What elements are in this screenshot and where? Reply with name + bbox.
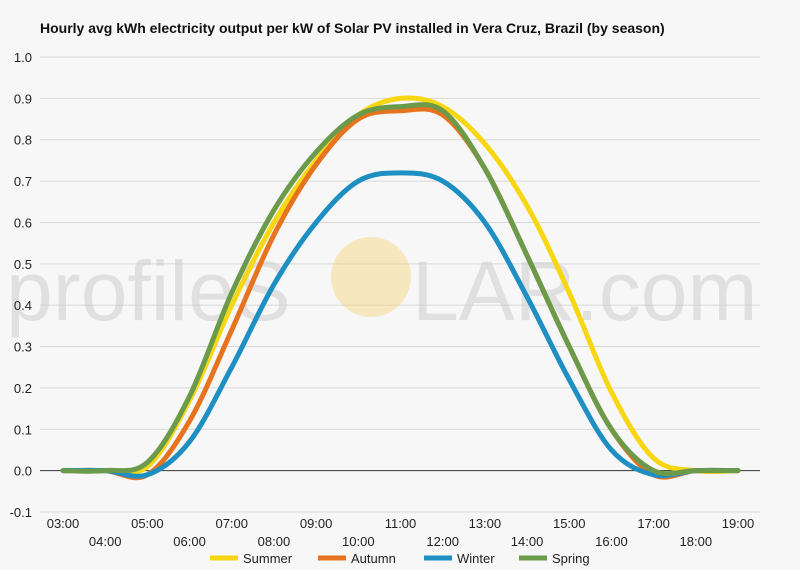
x-tick-label: 12:00 bbox=[426, 534, 459, 549]
x-tick-label: 16:00 bbox=[595, 534, 628, 549]
x-tick-label: 05:00 bbox=[131, 516, 164, 531]
y-tick-label: 0.2 bbox=[14, 381, 32, 396]
y-tick-label: -0.1 bbox=[10, 505, 32, 520]
y-tick-label: 1.0 bbox=[14, 50, 32, 65]
y-tick-label: 0.5 bbox=[14, 257, 32, 272]
watermark-text-right: LAR.com bbox=[412, 244, 757, 338]
x-tick-label: 15:00 bbox=[553, 516, 586, 531]
x-axis-ticks: 03:00 04:00 05:00 06:00 07:00 08:00 09:00 10:00… bbox=[47, 516, 755, 549]
x-tick-label: 17:00 bbox=[637, 516, 670, 531]
y-tick-label: 0.4 bbox=[14, 298, 32, 313]
x-tick-label: 14:00 bbox=[511, 534, 544, 549]
legend-label-winter: Winter bbox=[457, 551, 495, 566]
legend: Summer Autumn Winter Spring bbox=[210, 551, 590, 566]
y-tick-label: 0.7 bbox=[14, 174, 32, 189]
y-tick-label: 0.6 bbox=[14, 215, 32, 230]
x-tick-label: 13:00 bbox=[469, 516, 502, 531]
x-tick-label: 18:00 bbox=[680, 534, 713, 549]
y-axis-ticks: -0.1 0.0 0.1 0.2 0.3 0.4 0.5 0.6 0.7 0.8 0.9 1.0 bbox=[10, 50, 32, 520]
y-tick-label: 0.0 bbox=[14, 464, 32, 479]
series-line-spring bbox=[60, 102, 741, 477]
legend-label-spring: Spring bbox=[552, 551, 590, 566]
x-tick-label: 03:00 bbox=[47, 516, 80, 531]
watermark: profileS LAR.com bbox=[6, 237, 757, 338]
x-tick-label: 10:00 bbox=[342, 534, 375, 549]
y-tick-label: 0.1 bbox=[14, 422, 32, 437]
legend-label-summer: Summer bbox=[243, 551, 293, 566]
y-tick-label: 0.8 bbox=[14, 133, 32, 148]
watermark-sun-icon bbox=[331, 237, 411, 317]
series-lines bbox=[60, 95, 741, 481]
x-tick-label: 08:00 bbox=[258, 534, 291, 549]
x-tick-label: 04:00 bbox=[89, 534, 122, 549]
legend-label-autumn: Autumn bbox=[351, 551, 396, 566]
y-tick-label: 0.3 bbox=[14, 340, 32, 355]
x-tick-label: 07:00 bbox=[215, 516, 248, 531]
x-tick-label: 19:00 bbox=[722, 516, 755, 531]
y-tick-label: 0.9 bbox=[14, 91, 32, 106]
x-tick-label: 06:00 bbox=[173, 534, 206, 549]
x-tick-label: 11:00 bbox=[385, 516, 417, 531]
watermark-text-left: profileS bbox=[6, 244, 291, 338]
x-tick-label: 09:00 bbox=[300, 516, 333, 531]
chart-title: Hourly avg kWh electricity output per kW… bbox=[40, 20, 665, 36]
series-line-winter bbox=[60, 170, 741, 479]
